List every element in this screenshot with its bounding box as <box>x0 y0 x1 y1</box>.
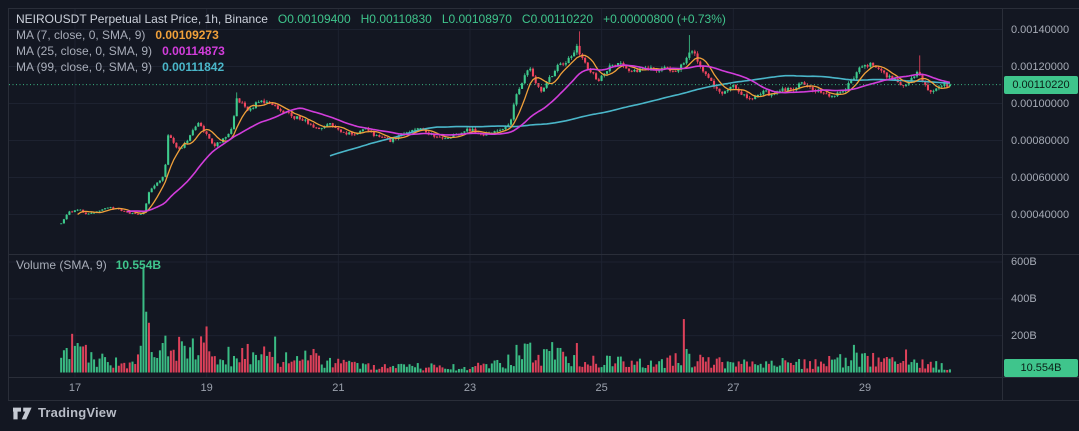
ma25-label: MA (25, close, 0, SMA, 9) <box>16 43 153 58</box>
ohlc-change: +0.00000800 (+0.73%) <box>603 11 726 26</box>
ma99-label: MA (99, close, 0, SMA, 9) <box>16 59 153 74</box>
tradingview-logo-icon <box>13 407 32 420</box>
price-axis[interactable]: 0.00110220 10.554B 0.00140000 0.00120000 0… <box>1003 0 1079 401</box>
price-axis-label: 0.00120000 <box>1011 60 1070 73</box>
tradingview-logo-text: TradingView <box>38 405 117 420</box>
volume-value: 10.554B <box>115 258 162 272</box>
price-axis-label: 0.00080000 <box>1011 134 1070 147</box>
volume-label: Volume (SMA, 9) <box>16 258 107 272</box>
time-axis-label: 21 <box>332 382 345 394</box>
time-axis-label: 25 <box>595 382 608 394</box>
price-axis-label: 0.00040000 <box>1011 208 1070 221</box>
price-axis-label: 600B <box>1011 255 1037 268</box>
ma7-label: MA (7, close, 0, SMA, 9) <box>16 27 146 42</box>
price-axis-label: 0.00060000 <box>1011 171 1070 184</box>
tradingview-logo[interactable]: TradingView <box>13 405 117 420</box>
symbol-title: NEIROUSDT Perpetual Last Price, 1h, Bina… <box>16 11 268 26</box>
last-volume-badge: 10.554B <box>1004 359 1078 377</box>
last-price-badge: 0.00110220 <box>1004 75 1078 94</box>
ohlc-close: C0.00110220 <box>521 11 594 26</box>
time-axis-label: 29 <box>858 382 872 394</box>
volume-legend-row[interactable]: Volume (SMA, 9) 10.554B <box>16 258 161 272</box>
price-axis-label: 0.00140000 <box>1011 23 1070 36</box>
price-axis-label: 400B <box>1011 292 1037 305</box>
time-axis-label: 23 <box>463 382 477 394</box>
time-axis[interactable]: 17 19 21 23 25 27 29 <box>0 378 1002 401</box>
time-axis-label: 17 <box>68 382 82 394</box>
ma25-legend-row[interactable]: MA (25, close, 0, SMA, 9) 0.00114873 <box>16 43 726 58</box>
price-axis-label: 0.00100000 <box>1011 97 1070 110</box>
ohlc-high: H0.00110830 <box>360 11 432 26</box>
ma99-legend-row[interactable]: MA (99, close, 0, SMA, 9) 0.00111842 <box>16 59 726 74</box>
ma7-legend-row[interactable]: MA (7, close, 0, SMA, 9) 0.00109273 <box>16 27 726 42</box>
ma7-value: 0.00109273 <box>155 27 219 42</box>
time-axis-label: 19 <box>200 382 213 394</box>
legend: NEIROUSDT Perpetual Last Price, 1h, Bina… <box>16 11 726 75</box>
ma25-value: 0.00114873 <box>162 43 225 58</box>
ohlc-low: L0.00108970 <box>441 11 512 26</box>
ma99-value: 0.00111842 <box>162 59 225 74</box>
time-axis-label: 27 <box>727 382 740 394</box>
ohlc-open: O0.00109400 <box>277 11 351 26</box>
price-axis-label: 200B <box>1011 329 1037 342</box>
symbol-legend-row[interactable]: NEIROUSDT Perpetual Last Price, 1h, Bina… <box>16 11 726 26</box>
